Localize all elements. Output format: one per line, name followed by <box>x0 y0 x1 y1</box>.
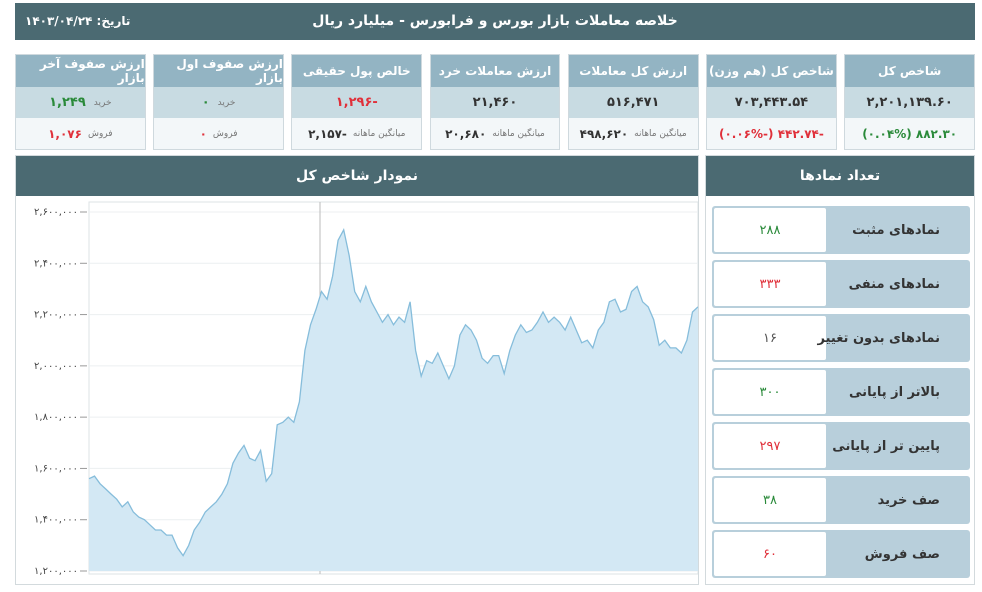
symbol-row: ۱۶ نمادهای بدون تغییر <box>712 314 970 362</box>
card-title: ارزش صفوف آخر بازار <box>15 55 145 87</box>
card-label: فروش <box>212 128 238 139</box>
symbol-count: ۶۰ <box>714 532 826 576</box>
card-footer: ۸۸۲.۳۰ (۰.۰۴%) <box>845 118 974 149</box>
card-title: ارزش صفوف اول بازار <box>154 55 283 87</box>
card-number: -۴۴۲.۷۴ (-۰.۰۶%) <box>718 126 824 141</box>
symbol-label: صف خرید <box>877 492 940 508</box>
card-number: ۴۹۸,۶۲۰ <box>579 126 629 141</box>
card-value: -۱,۲۹۶ <box>292 87 422 118</box>
y-tick-label: ۱,۶۰۰,۰۰۰ <box>34 463 78 474</box>
symbol-count: ۱۶ <box>714 316 826 360</box>
symbols-panel: تعداد نمادها ۲۸۸ نمادهای مثبت ۳۳۳ نمادهای م… <box>705 155 975 585</box>
card-label: فروش <box>87 128 113 139</box>
card-value: خرید ۰ <box>154 87 283 118</box>
symbol-label: صف فروش <box>864 546 940 562</box>
card-number: ۲۰,۶۸۰ <box>445 126 487 141</box>
symbol-label: نمادهای مثبت <box>852 222 940 238</box>
symbol-count: ۳۸ <box>714 478 826 522</box>
card-number: ۲,۲۰۱,۱۳۹.۶۰ <box>866 95 953 110</box>
chart: ۱,۲۰۰,۰۰۰ ۱,۴۰۰,۰۰۰ ۱,۶۰۰,۰۰۰ ۱,۸۰۰,۰۰۰ ۲,۰۰… <box>34 201 698 577</box>
card-title: شاخص کل (هم وزن) <box>707 55 836 87</box>
card-title: ارزش کل معاملات <box>568 55 698 87</box>
symbol-label: نمادهای منفی <box>848 276 940 292</box>
card-footer: میانگین ماهانه -۲,۱۵۷ <box>292 118 422 149</box>
card-title: شاخص کل <box>845 55 974 87</box>
plot-frame <box>88 201 698 575</box>
symbol-row: ۲۹۷ پایین تر از پایانی <box>712 422 970 470</box>
summary-card: خالص پول حقیقی -۱,۲۹۶ میانگین ماهانه -۲,۱۵۷ <box>291 54 423 150</box>
header-title: خلاصه معاملات بازار بورس و فرابورس - میل… <box>312 13 678 29</box>
summary-cards: شاخص کل ۲,۲۰۱,۱۳۹.۶۰ ۸۸۲.۳۰ (۰.۰۴%) شاخص کل… <box>14 54 975 151</box>
summary-card: ارزش کل معاملات ۵۱۶,۴۷۱ میانگین ماهانه ۴۹۸,… <box>567 54 699 150</box>
symbol-label: پایین تر از پایانی <box>832 438 940 454</box>
card-number: ۷۰۳,۴۴۳.۵۴ <box>734 95 809 110</box>
symbol-row: ۶۰ صف فروش <box>712 530 970 578</box>
card-value: ۲۱,۴۶۰ <box>430 87 560 118</box>
symbol-count: ۲۸۸ <box>714 208 826 252</box>
symbol-count: ۲۹۷ <box>714 424 826 468</box>
y-tick-label: ۲,۲۰۰,۰۰۰ <box>34 310 78 321</box>
card-footer: میانگین ماهانه ۴۹۸,۶۲۰ <box>568 118 698 149</box>
y-tick-label: ۱,۲۰۰,۰۰۰ <box>34 566 78 577</box>
y-tick-label: ۲,۰۰۰,۰۰۰ <box>34 361 78 372</box>
card-label: خرید <box>93 97 112 108</box>
chart-title: نمودار شاخص کل <box>16 156 698 196</box>
card-label: میانگین ماهانه <box>492 128 545 139</box>
card-footer: -۴۴۲.۷۴ (-۰.۰۶%) <box>707 118 836 149</box>
header-date: تاریخ: ۱۴۰۳/۰۴/۲۴ <box>25 14 131 28</box>
y-tick-label: ۱,۸۰۰,۰۰۰ <box>34 412 78 423</box>
card-value: ۵۱۶,۴۷۱ <box>568 87 698 118</box>
symbol-row: ۳۰۰ بالاتر از پایانی <box>712 368 970 416</box>
card-number: ۵۱۶,۴۷۱ <box>606 95 660 110</box>
card-number: ۱,۰۷۶ <box>48 126 82 141</box>
summary-card: ارزش معاملات خرد ۲۱,۴۶۰ میانگین ماهانه ۲۰,۶… <box>429 54 561 150</box>
symbol-row: ۳۳۳ نمادهای منفی <box>712 260 970 308</box>
card-number: ۰ <box>199 126 207 141</box>
card-number: -۲,۱۵۷ <box>308 126 347 141</box>
summary-card: ارزش صفوف اول بازار خرید ۰ فروش ۰ <box>153 54 284 150</box>
card-value: خرید ۱,۲۴۹ <box>15 87 145 118</box>
y-tick-label: ۱,۴۰۰,۰۰۰ <box>34 515 78 526</box>
symbol-label: بالاتر از پایانی <box>849 384 940 400</box>
card-footer: فروش ۱,۰۷۶ <box>15 118 145 149</box>
card-number: -۱,۲۹۶ <box>335 95 378 110</box>
area-line <box>88 228 698 557</box>
symbol-row: ۲۸۸ نمادهای مثبت <box>712 206 970 254</box>
area-fill <box>89 229 698 571</box>
card-number: ۰ <box>201 95 210 110</box>
card-title: خالص پول حقیقی <box>292 55 422 87</box>
chart-panel: نمودار شاخص کل ۱,۲۰۰,۰۰۰ ۱,۴۰۰,۰۰۰ ۱,۶۰۰,۰… <box>15 155 699 585</box>
card-footer: فروش ۰ <box>154 118 283 149</box>
y-tick-label: ۲,۶۰۰,۰۰۰ <box>34 207 78 218</box>
y-tick-label: ۲,۴۰۰,۰۰۰ <box>34 258 78 269</box>
symbol-count: ۳۰۰ <box>714 370 826 414</box>
card-label: خرید <box>217 97 236 108</box>
symbol-count: ۳۳۳ <box>714 262 826 306</box>
card-value: ۲,۲۰۱,۱۳۹.۶۰ <box>845 87 974 118</box>
card-number: ۲۱,۴۶۰ <box>472 95 518 110</box>
card-footer: میانگین ماهانه ۲۰,۶۸۰ <box>430 118 560 149</box>
symbols-title: تعداد نمادها <box>706 156 974 196</box>
card-value: ۷۰۳,۴۴۳.۵۴ <box>707 87 836 118</box>
summary-card: شاخص کل ۲,۲۰۱,۱۳۹.۶۰ ۸۸۲.۳۰ (۰.۰۴%) <box>844 54 975 150</box>
summary-card: شاخص کل (هم وزن) ۷۰۳,۴۴۳.۵۴ -۴۴۲.۷۴ (-۰.۰۶… <box>706 54 837 150</box>
card-title: ارزش معاملات خرد <box>430 55 560 87</box>
summary-card: ارزش صفوف آخر بازار خرید ۱,۲۴۹ فروش ۱,۰۷۶ <box>14 54 146 150</box>
card-label: میانگین ماهانه <box>352 128 406 139</box>
card-number: ۸۸۲.۳۰ (۰.۰۴%) <box>862 126 958 141</box>
symbol-row: ۳۸ صف خرید <box>712 476 970 524</box>
symbol-label: نمادهای بدون تغییر <box>817 330 941 346</box>
header: خلاصه معاملات بازار بورس و فرابورس - میل… <box>15 3 975 40</box>
card-label: میانگین ماهانه <box>634 128 687 139</box>
card-number: ۱,۲۴۹ <box>49 95 86 110</box>
